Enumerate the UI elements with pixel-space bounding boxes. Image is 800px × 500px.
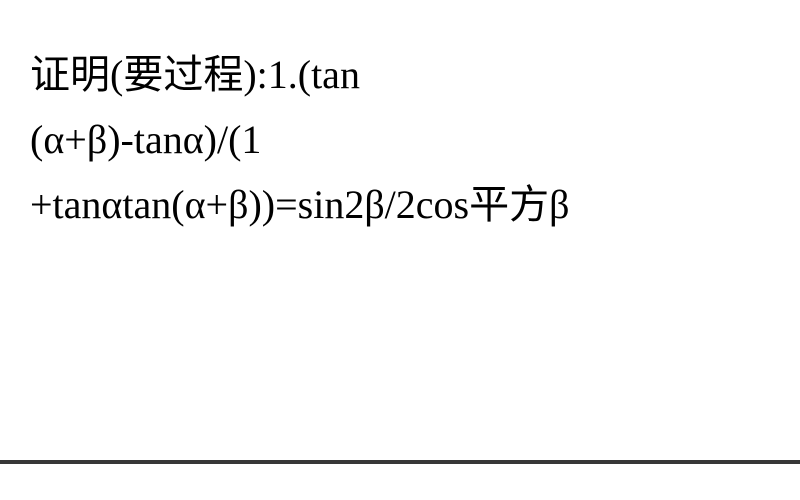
text-line-2: (α+β)-tanα)/(1 (30, 107, 770, 172)
text-line-1: 证明(要过程):1.(tan (30, 42, 770, 107)
document-page: 证明(要过程):1.(tan (α+β)-tanα)/(1 +tanαtan(α… (0, 0, 800, 500)
text-line-3: +tanαtan(α+β))=sin2β/2cos平方β (30, 172, 770, 237)
bottom-underline (0, 460, 800, 464)
